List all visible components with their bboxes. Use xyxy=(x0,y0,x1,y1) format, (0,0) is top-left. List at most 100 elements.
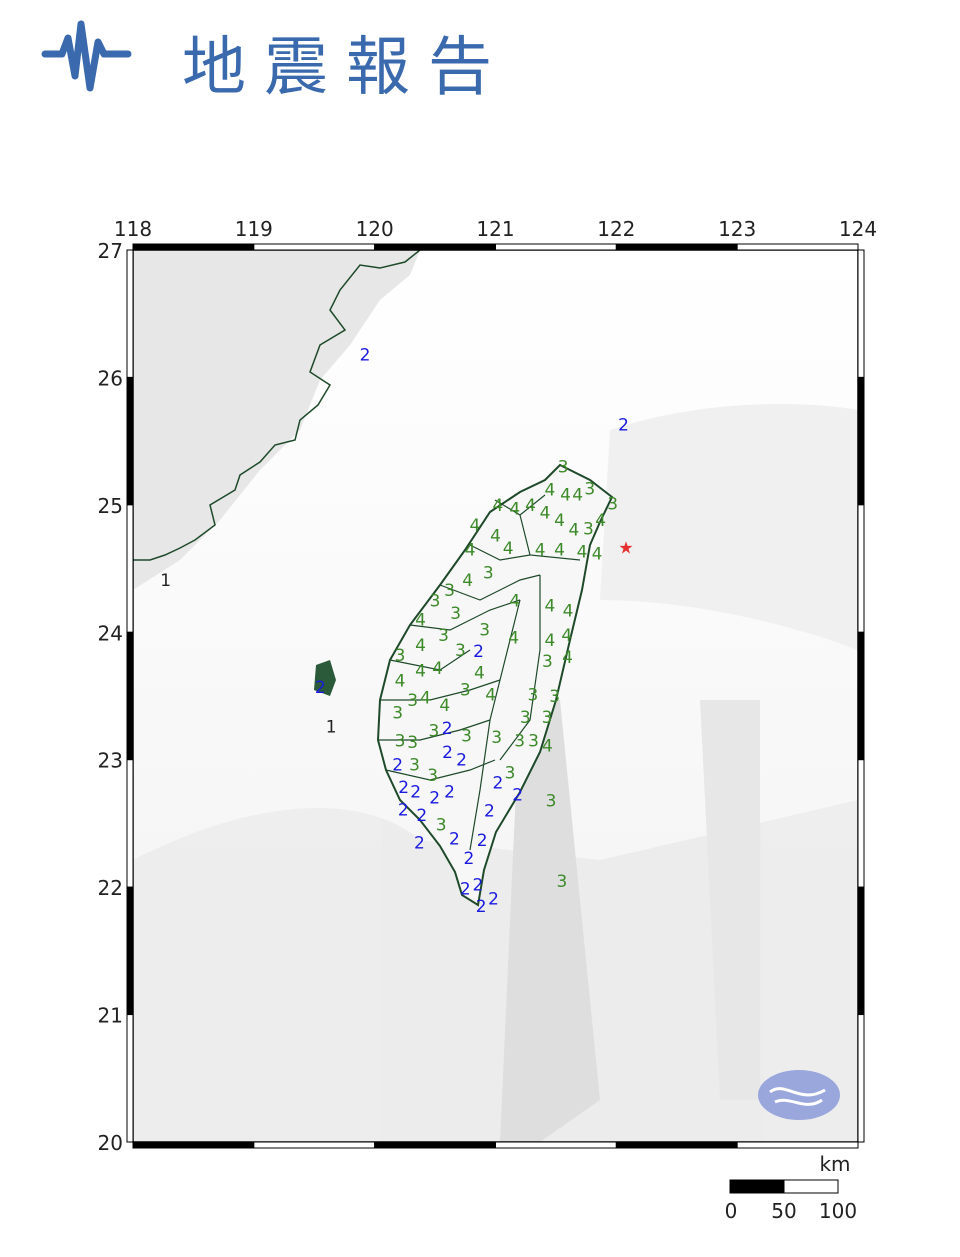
frame-bar xyxy=(253,243,376,251)
intensity-label: 3 xyxy=(528,732,539,752)
intensity-label: 4 xyxy=(554,540,565,560)
frame-bar xyxy=(374,243,496,251)
lat-tick-label: 20 xyxy=(98,1131,123,1155)
intensity-label: 4 xyxy=(577,542,588,562)
intensity-label: 4 xyxy=(544,631,555,651)
intensity-label: 2 xyxy=(442,719,453,739)
intensity-label: 4 xyxy=(465,540,476,560)
intensity-label: 3 xyxy=(392,704,403,724)
intensity-label: 2 xyxy=(488,890,499,910)
intensity-label: 3 xyxy=(583,520,594,540)
lon-tick-label: 123 xyxy=(718,217,756,241)
lon-tick-label: 122 xyxy=(597,217,635,241)
frame-bar xyxy=(495,243,617,251)
intensity-label: 2 xyxy=(477,831,488,851)
intensity-label: 3 xyxy=(430,591,441,611)
intensity-label: 4 xyxy=(485,686,496,706)
intensity-label: 4 xyxy=(535,540,546,560)
intensity-label: 2 xyxy=(618,416,629,436)
frame-bar xyxy=(495,1141,617,1149)
epicenter-star-icon[interactable]: ★ xyxy=(618,539,633,559)
frame-bar xyxy=(736,243,859,251)
frame-bar xyxy=(615,243,738,251)
county-borders xyxy=(378,494,581,851)
intensity-label: 4 xyxy=(432,659,443,679)
intensity-label: 2 xyxy=(456,751,467,771)
lon-tick-label: 119 xyxy=(235,217,273,241)
intensity-label: 3 xyxy=(546,791,557,811)
intensity-label: 1 xyxy=(326,718,337,738)
intensity-label: 2 xyxy=(464,849,475,869)
intensity-label: 3 xyxy=(395,646,406,666)
lat-tick-label: 25 xyxy=(98,494,123,518)
intensity-label: 4 xyxy=(544,597,555,617)
intensity-label: 3 xyxy=(483,563,494,583)
intensity-label: 2 xyxy=(444,783,455,803)
intensity-label: 4 xyxy=(508,628,519,648)
intensity-label: 3 xyxy=(491,728,502,748)
intensity-label: 4 xyxy=(462,571,473,591)
frame-bar xyxy=(857,376,865,506)
intensity-label: 4 xyxy=(595,511,606,531)
page-title: 地震報告 xyxy=(182,31,510,105)
intensity-label: 4 xyxy=(572,486,583,506)
intensity-label: 4 xyxy=(509,500,520,520)
lon-tick-label: 120 xyxy=(356,217,394,241)
lat-tick-label: 22 xyxy=(98,876,123,900)
intensity-label: 3 xyxy=(395,732,406,752)
intensity-label: 4 xyxy=(490,526,501,546)
lat-tick-label: 26 xyxy=(98,366,123,390)
intensity-label: 4 xyxy=(470,516,481,536)
intensity-label: 3 xyxy=(407,733,418,753)
lat-tick-label: 24 xyxy=(98,621,123,645)
header xyxy=(40,18,135,98)
intensity-label: 3 xyxy=(505,763,516,783)
frame-bar xyxy=(253,1141,376,1149)
intensity-label: 2 xyxy=(442,743,453,763)
intensity-label: 2 xyxy=(315,678,326,698)
intensity-label: 3 xyxy=(409,755,420,775)
china-coastline xyxy=(133,249,421,561)
intensity-label: 2 xyxy=(414,834,425,854)
intensity-label: 3 xyxy=(584,479,595,499)
intensity-label: 2 xyxy=(512,785,523,805)
intensity-label: 2 xyxy=(416,806,427,826)
intensity-label: 4 xyxy=(525,496,536,516)
intensity-label: 4 xyxy=(415,611,426,631)
intensity-label: 4 xyxy=(592,544,603,564)
intensity-label: 4 xyxy=(540,504,551,524)
lon-tick-label: 118 xyxy=(114,217,152,241)
intensity-label: 4 xyxy=(415,662,426,682)
scale-label-100: 100 xyxy=(819,1199,857,1223)
intensity-label: 4 xyxy=(395,672,406,692)
frame-bar xyxy=(857,759,865,888)
intensity-label: 2 xyxy=(473,642,484,662)
intensity-label: 4 xyxy=(503,539,514,559)
intensity-label: 3 xyxy=(558,458,569,478)
intensity-label: 4 xyxy=(562,648,573,668)
lat-tick-label: 21 xyxy=(98,1004,123,1028)
lat-tick-label: 27 xyxy=(98,239,123,263)
lon-tick-label: 121 xyxy=(476,217,514,241)
scale-label-50: 50 xyxy=(771,1199,796,1223)
frame-bar xyxy=(857,249,865,378)
intensity-label: 4 xyxy=(420,688,431,708)
scale-bar: km 0 50 100 xyxy=(725,1152,857,1223)
intensity-label: 4 xyxy=(509,591,520,611)
intensity-label: 2 xyxy=(460,879,471,899)
seismic-wave-icon xyxy=(41,20,132,92)
intensity-label: 4 xyxy=(474,664,485,684)
frame-bars xyxy=(126,243,865,1149)
cwa-logo xyxy=(758,1070,840,1120)
intensity-label: 2 xyxy=(473,876,484,896)
frame-bar xyxy=(857,504,865,633)
intensity-label: 4 xyxy=(569,521,580,541)
intensity-label: 3 xyxy=(461,727,472,747)
intensity-label: 3 xyxy=(542,652,553,672)
intensity-label: 2 xyxy=(392,755,403,775)
intensity-label: 1 xyxy=(160,571,171,591)
intensity-label: 4 xyxy=(544,481,555,501)
intensity-label: 3 xyxy=(428,721,439,741)
